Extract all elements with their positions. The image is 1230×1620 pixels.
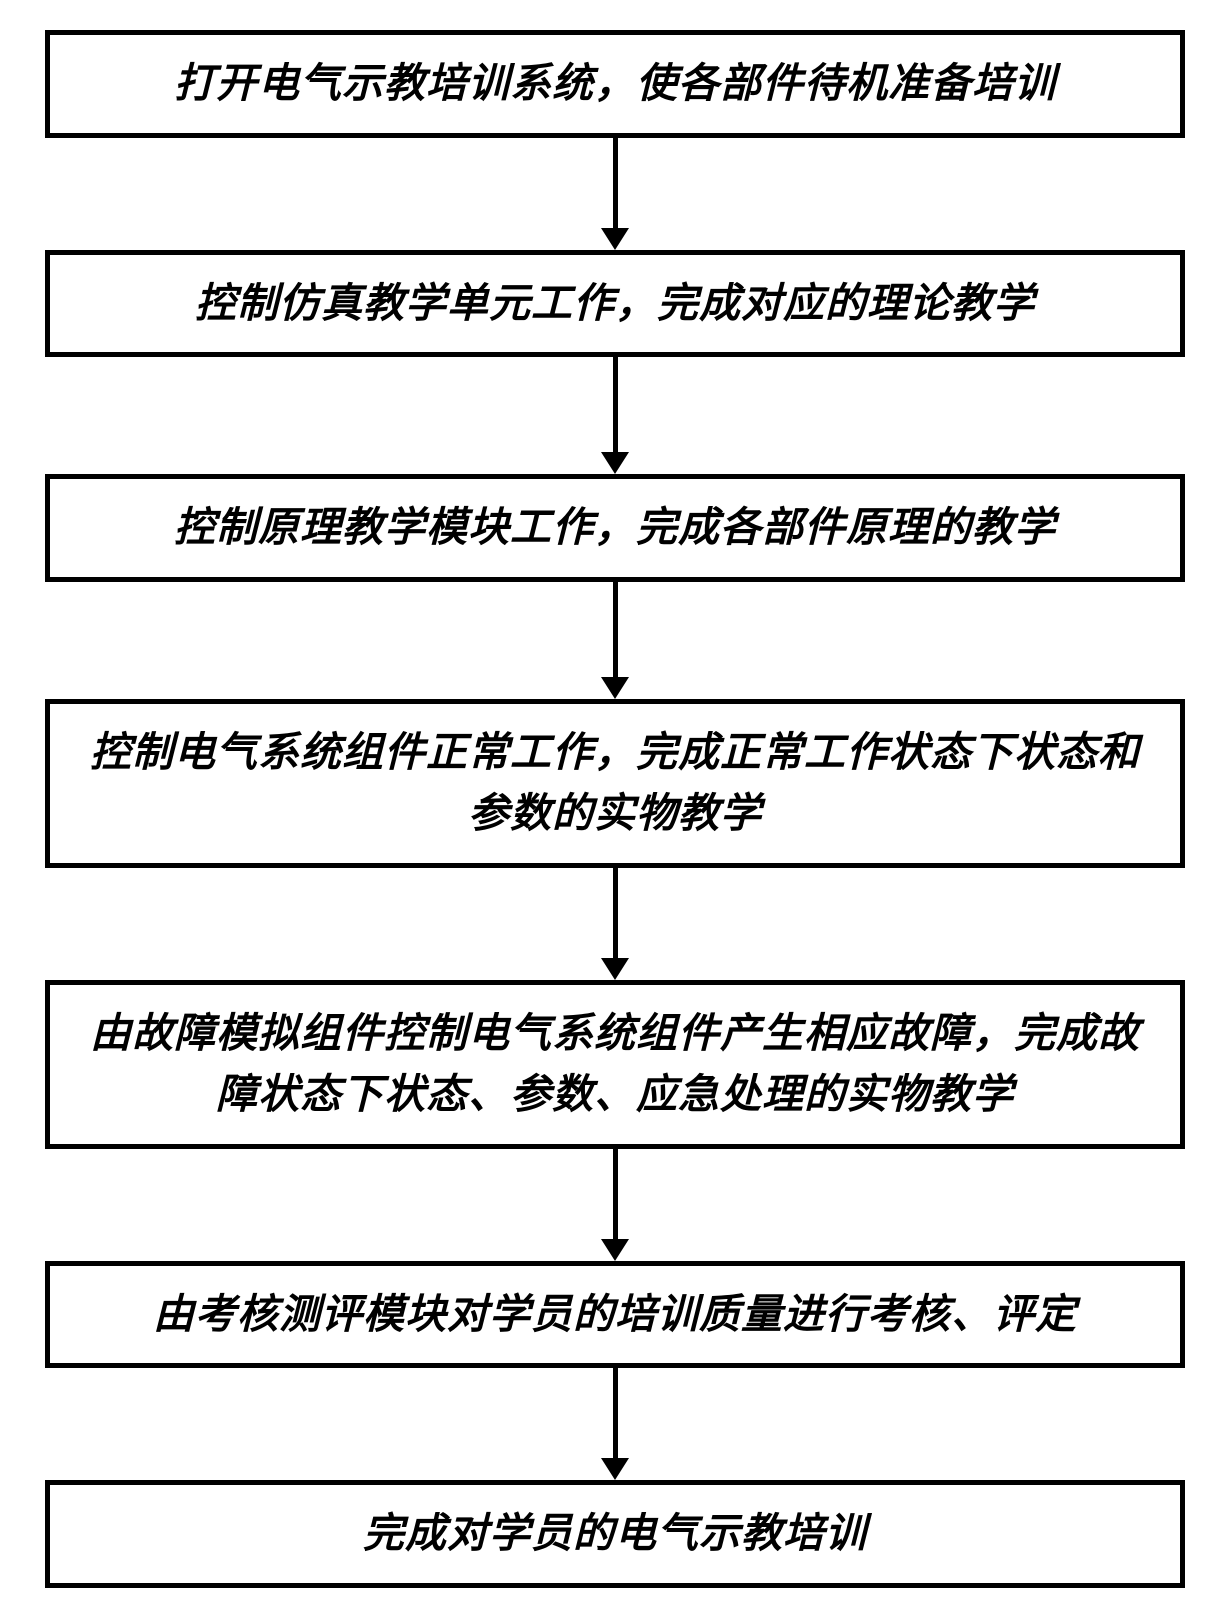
arrow-head-icon [601,452,629,474]
arrow-line [613,582,618,677]
flowchart-node-1: 打开电气示教培训系统，使各部件待机准备培训 [45,30,1185,138]
flowchart-container: 打开电气示教培训系统，使各部件待机准备培训 控制仿真教学单元工作，完成对应的理论… [0,0,1230,1588]
node-text: 完成对学员的电气示教培训 [363,1503,867,1565]
flowchart-arrow-5 [601,1149,629,1261]
flowchart-arrow-1 [601,138,629,250]
arrow-head-icon [601,958,629,980]
flowchart-node-2: 控制仿真教学单元工作，完成对应的理论教学 [45,250,1185,358]
arrow-line [613,357,618,452]
arrow-line [613,868,618,958]
flowchart-arrow-6 [601,1368,629,1480]
node-text: 控制原理教学模块工作，完成各部件原理的教学 [174,497,1056,559]
flowchart-node-4: 控制电气系统组件正常工作，完成正常工作状态下状态和参数的实物教学 [45,699,1185,868]
flowchart-node-6: 由考核测评模块对学员的培训质量进行考核、评定 [45,1261,1185,1369]
node-text: 由考核测评模块对学员的培训质量进行考核、评定 [153,1284,1077,1346]
flowchart-arrow-2 [601,357,629,474]
node-text: 由故障模拟组件控制电气系统组件产生相应故障，完成故障状态下状态、参数、应急处理的… [80,1003,1150,1126]
arrow-line [613,1368,618,1458]
flowchart-arrow-4 [601,868,629,980]
arrow-head-icon [601,228,629,250]
flowchart-arrow-3 [601,582,629,699]
arrow-head-icon [601,1458,629,1480]
arrow-line [613,1149,618,1239]
node-text: 控制电气系统组件正常工作，完成正常工作状态下状态和参数的实物教学 [80,722,1150,845]
flowchart-node-7: 完成对学员的电气示教培训 [45,1480,1185,1588]
node-text: 控制仿真教学单元工作，完成对应的理论教学 [195,273,1035,335]
node-text: 打开电气示教培训系统，使各部件待机准备培训 [174,53,1056,115]
arrow-line [613,138,618,228]
flowchart-node-3: 控制原理教学模块工作，完成各部件原理的教学 [45,474,1185,582]
arrow-head-icon [601,1239,629,1261]
flowchart-node-5: 由故障模拟组件控制电气系统组件产生相应故障，完成故障状态下状态、参数、应急处理的… [45,980,1185,1149]
arrow-head-icon [601,677,629,699]
